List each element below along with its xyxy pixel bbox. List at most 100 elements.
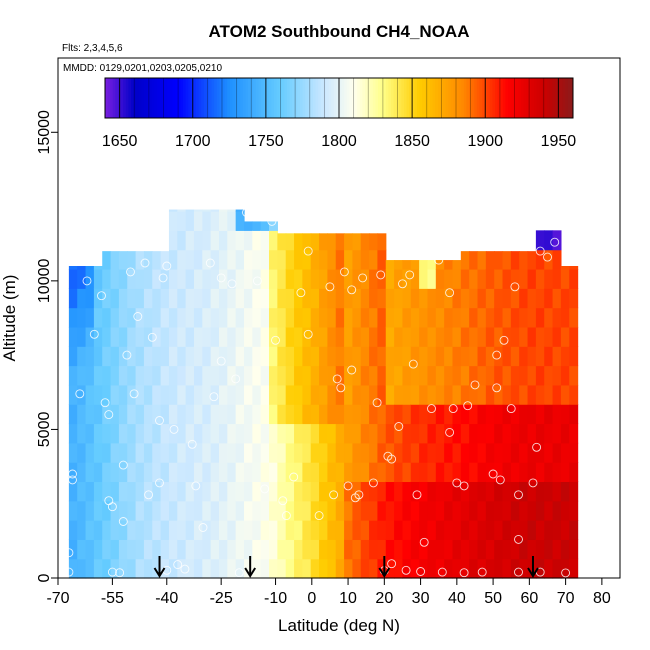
heatmap-cell [319, 233, 328, 251]
observation-point [216, 356, 226, 366]
colorbar-segment [510, 78, 514, 118]
observation-point [329, 490, 339, 500]
colorbar-segment [536, 78, 540, 118]
observation-point [387, 454, 397, 464]
heatmap-cell [319, 462, 328, 483]
heatmap-cell [477, 423, 487, 444]
colorbar-segment [502, 78, 506, 118]
heatmap-cell [160, 326, 170, 347]
heatmap-cell [277, 288, 287, 309]
colorbar-segment [128, 78, 132, 118]
heatmap-cell [193, 481, 203, 502]
heatmap-cell [469, 481, 479, 502]
heatmap-cell [110, 365, 120, 386]
heatmap-cell [385, 365, 395, 386]
heatmap-cell [210, 365, 220, 386]
observation-point [492, 383, 502, 393]
heatmap-cell [118, 539, 128, 560]
heatmap-cell [569, 326, 579, 347]
colorbar-segment [229, 78, 233, 118]
observation-point [100, 398, 110, 408]
heatmap-cell [435, 260, 445, 270]
heatmap-cell [302, 307, 312, 328]
heatmap-cell [335, 520, 345, 540]
heatmap-cell [377, 500, 387, 521]
heatmap-cell [269, 481, 278, 502]
heatmap-cell [218, 209, 228, 212]
heatmap-cell [202, 384, 212, 405]
heatmap-cell [143, 346, 153, 367]
colorbar-segment [216, 78, 220, 118]
heatmap-cell [102, 346, 112, 367]
heatmap-cell [127, 442, 137, 463]
heatmap-cell [460, 307, 470, 328]
observation-point [445, 288, 455, 298]
heatmap-cell [335, 500, 345, 521]
heatmap-cell [118, 268, 128, 289]
heatmap-cell [485, 500, 495, 521]
heatmap-cell [452, 558, 462, 579]
heatmap-cell [377, 539, 387, 560]
colorbar-tick-label: 1800 [321, 133, 357, 150]
heatmap-cell [302, 520, 312, 540]
heatmap-cell [327, 462, 337, 483]
heatmap-cell [319, 539, 328, 560]
heatmap-cell [344, 500, 354, 521]
heatmap-cell [510, 500, 520, 521]
heatmap-cell [385, 423, 395, 444]
colorbar-segment [193, 78, 197, 118]
heatmap-cell [143, 423, 153, 444]
colorbar-segment [404, 78, 408, 118]
x-tick-label: -55 [101, 590, 124, 607]
heatmap-cell [360, 326, 370, 347]
heatmap-cell [427, 288, 437, 309]
observation-point [492, 350, 502, 360]
heatmap-cell [319, 288, 328, 309]
heatmap-cell [494, 326, 504, 347]
heatmap-cell [285, 384, 295, 405]
heatmap-cell [377, 288, 387, 309]
heatmap-cell [210, 481, 220, 502]
heatmap-cell [519, 384, 529, 405]
heatmap-cell [269, 221, 278, 231]
heatmap-cell [452, 384, 462, 405]
heatmap-cell [77, 266, 87, 270]
heatmap-cell [185, 462, 195, 483]
colorbar-segment [141, 78, 145, 118]
heatmap-cell [544, 558, 554, 579]
heatmap-cell [244, 268, 253, 289]
heatmap-cell [244, 384, 253, 405]
observation-point [495, 475, 505, 485]
heatmap-cell [202, 520, 212, 540]
colorbar-segment [263, 78, 267, 118]
heatmap-cell [235, 442, 245, 463]
heatmap-cell [452, 260, 462, 270]
heatmap-cell [152, 481, 162, 502]
heatmap-cell [118, 558, 128, 579]
heatmap-cell [410, 384, 420, 405]
heatmap-cell [385, 404, 395, 425]
heatmap-cell [535, 539, 545, 560]
heatmap-cell [310, 384, 320, 405]
heatmap-cell [394, 500, 404, 521]
heatmap-cell [102, 462, 112, 483]
heatmap-cell [527, 442, 537, 463]
heatmap-cell [260, 500, 270, 521]
heatmap-cell [77, 384, 87, 405]
heatmap-cell [402, 462, 412, 483]
heatmap-cell [460, 500, 470, 521]
observation-points [64, 208, 571, 578]
heatmap-cell [118, 251, 128, 270]
heatmap-cell [519, 251, 529, 270]
heatmap-cell [68, 266, 78, 270]
observation-point [470, 380, 480, 390]
colorbar-segment [463, 78, 467, 118]
heatmap-cell [369, 365, 379, 386]
heatmap-cell [160, 520, 170, 540]
heatmap-cell [244, 423, 253, 444]
colorbar-segment [320, 78, 324, 118]
colorbar-segment [107, 78, 111, 118]
heatmap-cell [310, 249, 320, 270]
colorbar-segment [297, 78, 301, 118]
heatmap-cell [494, 481, 504, 502]
